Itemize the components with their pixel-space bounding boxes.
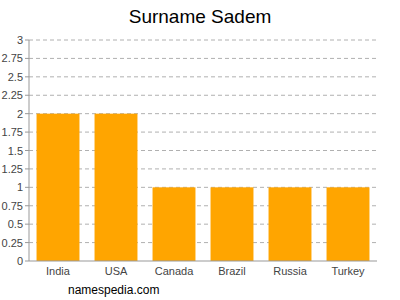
grid-line [29,168,377,169]
y-tick-label: 3 [17,34,23,46]
y-tick-label: 0.75 [2,200,23,212]
y-tick-label: 0 [17,255,23,267]
tick-mark [25,242,29,243]
tick-mark [25,261,29,262]
tick-mark [25,150,29,151]
grid-line [29,150,377,151]
grid-line [29,95,377,96]
grid-line [29,40,377,41]
y-tick-label: 0.5 [8,218,23,230]
x-tick-label: Turkey [331,265,365,277]
tick-mark [25,205,29,206]
tick-mark [25,113,29,114]
y-tick-label: 1 [17,181,23,193]
x-tick-label: USA [105,265,128,277]
tick-mark [25,132,29,133]
y-tick-label: 2.75 [2,52,23,64]
grid-line [29,113,377,114]
grid-line [29,224,377,225]
grid-line [29,242,377,243]
grid-line [29,187,377,188]
bar [153,187,196,261]
bar [327,187,370,261]
tick-mark [25,95,29,96]
chart-container: Surname Sadem 0 0.25 0.5 0.75 1 1.25 1.5 1.75 2 2.… [0,0,400,300]
chart-svg: Surname Sadem 0 0.25 0.5 0.75 1 1.25 1.5 1.75 2 2.… [0,0,400,300]
tick-mark [25,76,29,77]
tick-mark [25,58,29,59]
grid-line [29,58,377,59]
bars [37,114,370,261]
y-axis [29,40,30,261]
source: namespedia.com [68,283,159,297]
x-tick-label: Canada [155,265,194,277]
x-tick-label: Brazil [218,265,246,277]
bar [269,187,312,261]
y-tick-label: 2 [17,108,23,120]
title: Surname Sadem [129,6,272,27]
y-tick-label: 1.75 [2,126,23,138]
y-tick-label: 1.5 [8,145,23,157]
bar [37,114,80,261]
x-tick-label: India [46,265,71,277]
y-tick-label: 2.25 [2,89,23,101]
tick-mark [25,40,29,41]
bar [95,114,138,261]
tick-mark [25,224,29,225]
y-tick-label: 1.25 [2,163,23,175]
x-tick-label: Russia [273,265,308,277]
grid-line [29,76,377,77]
grid-line [29,205,377,206]
grid-line [29,132,377,133]
y-tick-label: 0.25 [2,237,23,249]
x-axis [29,261,377,262]
tick-mark [25,168,29,169]
bar [211,187,254,261]
tick-mark [25,187,29,188]
y-tick-label: 2.5 [8,71,23,83]
